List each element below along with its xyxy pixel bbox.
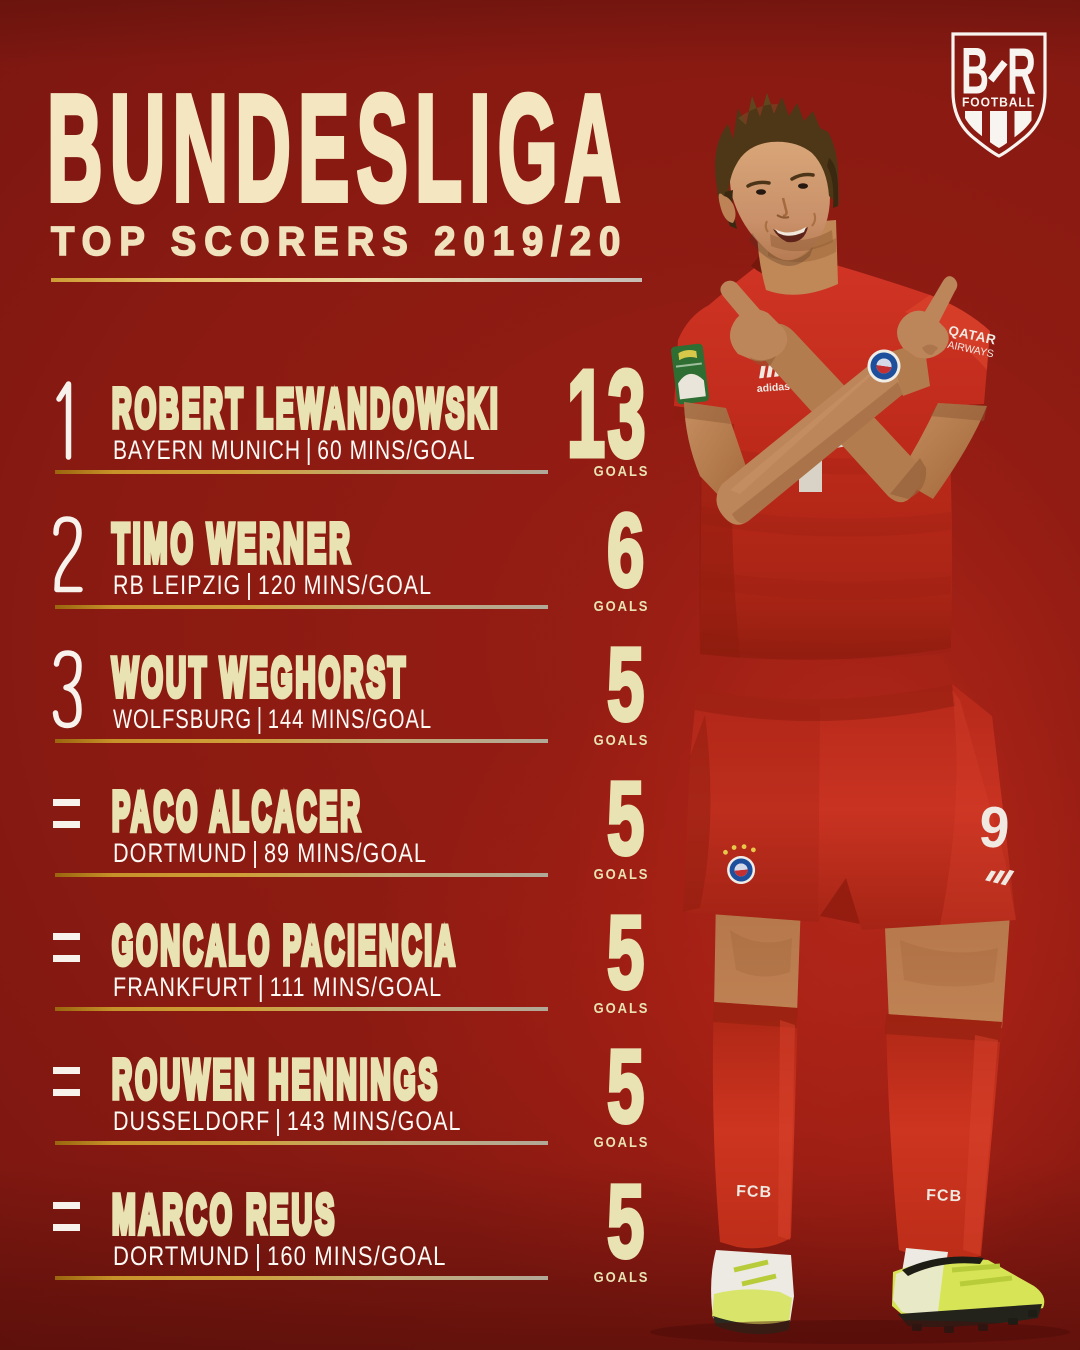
svg-text:FOOTBALL: FOOTBALL <box>962 95 1035 110</box>
svg-text:R: R <box>1007 34 1036 108</box>
svg-text:adidas: adidas <box>756 381 790 395</box>
svg-text:FCB: FCB <box>736 1183 772 1201</box>
svg-text:9: 9 <box>977 794 1011 861</box>
svg-text:B: B <box>961 34 989 108</box>
svg-text:FCB: FCB <box>926 1187 962 1205</box>
